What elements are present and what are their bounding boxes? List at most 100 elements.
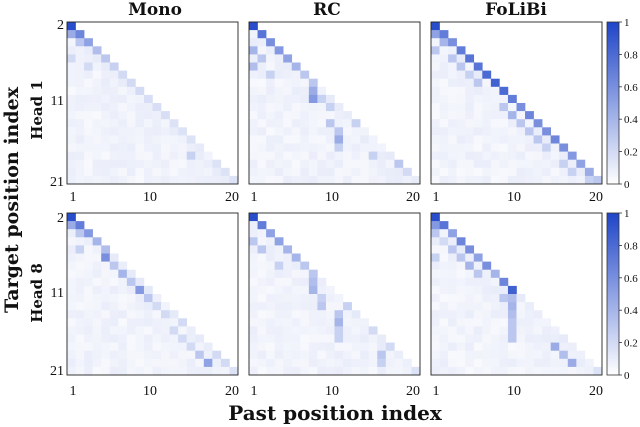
heatmap-cell — [249, 310, 258, 319]
y-tick-label: 11 — [51, 286, 64, 301]
heatmap-cell — [135, 310, 145, 319]
x-tick-label: 10 — [507, 384, 521, 399]
heatmap-cell — [439, 94, 449, 104]
heatmap-cell — [507, 159, 517, 169]
heatmap-cell — [343, 127, 352, 136]
colorbar-gradient — [606, 212, 620, 376]
heatmap-cell — [431, 46, 440, 55]
heatmap-cell — [75, 119, 85, 128]
heatmap-cell — [550, 342, 560, 351]
heatmap-cell — [126, 318, 136, 327]
heatmap-cell — [343, 151, 352, 160]
heatmap-cell — [507, 94, 517, 104]
heatmap-cell — [135, 119, 145, 128]
heatmap-cell — [152, 326, 162, 335]
heatmap-cell — [75, 135, 85, 144]
heatmap-cell — [439, 221, 449, 230]
heatmap-cell — [550, 159, 560, 169]
heatmap-cell — [291, 94, 301, 104]
heatmap-cell — [377, 334, 387, 343]
heatmap-cell — [402, 175, 412, 185]
heatmap-cell — [109, 326, 119, 335]
heatmap-cell — [431, 111, 440, 120]
heatmap-cell — [186, 326, 196, 335]
heatmap-cell — [135, 350, 145, 360]
heatmap-cell — [291, 334, 301, 343]
heatmap-cell — [291, 342, 301, 351]
heatmap-cell — [499, 334, 509, 343]
heatmap-cell — [411, 175, 421, 185]
heatmap-cell — [490, 159, 500, 169]
heatmap-cell — [394, 350, 404, 360]
heatmap-cell — [212, 350, 222, 360]
heatmap-cell — [368, 334, 378, 343]
heatmap-cell — [308, 151, 318, 160]
heatmap-cell — [266, 358, 275, 368]
heatmap-cell — [152, 143, 162, 152]
heatmap-cell — [291, 277, 301, 287]
heatmap-cell — [101, 318, 111, 327]
heatmap-cell — [118, 159, 128, 169]
heatmap-cell — [542, 159, 551, 169]
heatmap-cell — [67, 46, 76, 55]
heatmap-cell — [135, 94, 145, 104]
heatmap-cell — [482, 326, 492, 335]
heatmap-cell — [465, 277, 475, 287]
heatmap-cell — [249, 135, 258, 144]
heatmap-cell — [473, 159, 483, 169]
heatmap-cell — [402, 167, 412, 177]
heatmap-cell — [84, 54, 93, 63]
heatmap-cell — [101, 358, 111, 368]
heatmap-cell — [490, 285, 500, 295]
heatmap-cell — [249, 294, 258, 303]
heatmap-cell — [448, 229, 457, 238]
heatmap-cell — [84, 127, 93, 136]
heatmap-cell — [525, 175, 534, 185]
heatmap-panel-head8-folibi — [430, 212, 603, 376]
heatmap-cell — [448, 119, 457, 128]
heatmap-cell — [109, 253, 119, 262]
heatmap-cell — [465, 127, 475, 136]
heatmap-cell — [274, 111, 284, 120]
heatmap-cell — [118, 261, 128, 270]
column-title-folibi: FoLiBi — [485, 0, 547, 20]
colorbar-head-8: 0 0.2 0.4 0.6 0.8 1 — [606, 208, 638, 382]
heatmap-cell — [169, 159, 179, 169]
heatmap-cell — [143, 334, 153, 343]
heatmap-cell — [143, 111, 153, 120]
heatmap-cell — [169, 326, 179, 335]
heatmap-cell — [317, 151, 327, 160]
colorbar-head-1: 0 0.2 0.4 0.6 0.8 1 — [606, 17, 638, 191]
heatmap-cell — [465, 310, 475, 319]
heatmap-cell — [118, 302, 128, 311]
heatmap-cell — [84, 94, 93, 104]
heatmap-cell — [67, 38, 76, 47]
heatmap-cell — [465, 294, 475, 303]
heatmap-cell — [67, 342, 76, 351]
heatmap-cell — [351, 358, 361, 368]
heatmap-cell — [266, 70, 275, 79]
heatmap-cell — [249, 94, 258, 104]
heatmap-cell — [249, 30, 258, 39]
heatmap-cell — [257, 261, 267, 270]
heatmap-cell — [334, 127, 344, 136]
heatmap-cell — [542, 127, 551, 136]
heatmap-cell — [482, 358, 492, 368]
heatmap-cell — [439, 310, 449, 319]
heatmap-cell — [67, 22, 76, 31]
heatmap-cell — [67, 62, 76, 71]
heatmap-cell — [266, 167, 275, 177]
heatmap-cell — [567, 175, 577, 185]
heatmap-cell — [274, 127, 284, 136]
heatmap-cell — [143, 342, 153, 351]
heatmap-cell — [482, 151, 492, 160]
heatmap-cell — [377, 342, 387, 351]
heatmap-cell — [75, 62, 85, 71]
heatmap-cell — [559, 342, 569, 351]
heatmap-cell — [431, 269, 440, 279]
heatmap-cell — [126, 277, 136, 287]
heatmap-cell — [75, 127, 85, 136]
heatmap-cell — [249, 253, 258, 262]
heatmap-cell — [186, 151, 196, 160]
heatmap-cell — [317, 86, 327, 96]
